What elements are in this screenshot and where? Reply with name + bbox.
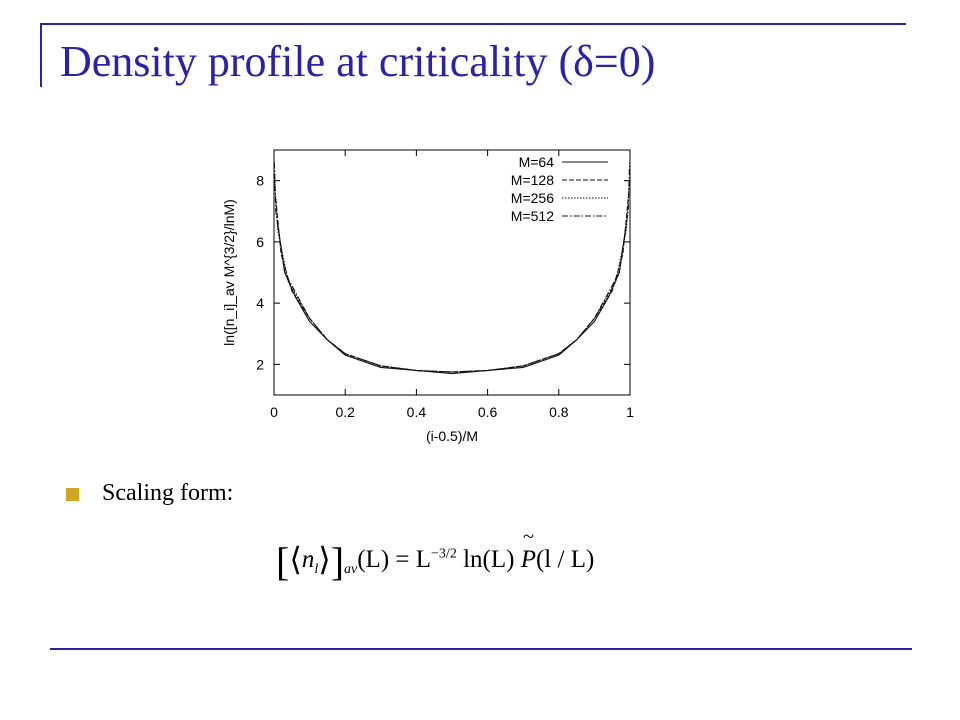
series-line-m-128 <box>275 198 629 373</box>
formula-part3: (l / L) <box>535 546 595 573</box>
left-rule <box>40 23 42 87</box>
slide-title: Density profile at criticality (δ=0) <box>60 37 656 86</box>
series-line-m-512 <box>273 162 631 373</box>
formula-n: n <box>301 546 315 573</box>
bullet-marker <box>66 488 79 501</box>
legend-label: M=512 <box>511 208 554 224</box>
x-tick-label: 1 <box>626 404 634 420</box>
legend-label: M=64 <box>519 154 555 170</box>
formula-part2: ln(L) <box>456 546 515 573</box>
x-tick-label: 0 <box>270 404 278 420</box>
x-tick-label: 0.6 <box>478 404 498 420</box>
x-tick-label: 0.4 <box>407 404 427 420</box>
formula-left-bracket: [ <box>276 539 290 584</box>
plot-frame <box>273 149 631 396</box>
legend-label: M=256 <box>511 190 554 206</box>
y-tick-label: 4 <box>256 295 264 311</box>
y-tick-label: 6 <box>256 234 264 250</box>
legend-label: M=128 <box>511 172 554 188</box>
y-tick-label: 8 <box>256 173 264 189</box>
series-line-m-256 <box>274 180 630 373</box>
formula-P-tilde: P <box>521 526 536 574</box>
scaling-formula: [⟨nl⟩]av(L) = L−3/2 ln(L) P(l / L) <box>276 526 595 585</box>
series-line-m-64 <box>277 223 627 375</box>
formula-right-angle: ⟩ <box>318 541 331 577</box>
formula-left-angle: ⟨ <box>289 541 302 577</box>
formula-n-subscript: l <box>314 562 319 577</box>
density-profile-chart: 0 0.2 0.4 0.6 0.8 1 2 4 6 8 (i-0.5)/M ln([n_i]_av M… <box>221 149 634 444</box>
formula-right-bracket: ] <box>330 539 345 584</box>
bottom-rule <box>50 648 912 650</box>
x-axis-label: (i-0.5)/M <box>426 428 478 444</box>
top-rule <box>40 23 906 25</box>
y-tick-label: 2 <box>256 356 264 372</box>
formula-exponent: −3/2 <box>431 546 457 562</box>
bullet-text: Scaling form: <box>102 480 234 506</box>
y-axis-label: ln([n_i]_av M^{3/2}/lnM) <box>221 199 237 346</box>
x-tick-label: 0.2 <box>335 404 355 420</box>
x-tick-label: 0.8 <box>549 404 569 420</box>
formula-part1: (L) = L <box>357 546 432 573</box>
formula-av-subscript: av <box>344 562 358 577</box>
